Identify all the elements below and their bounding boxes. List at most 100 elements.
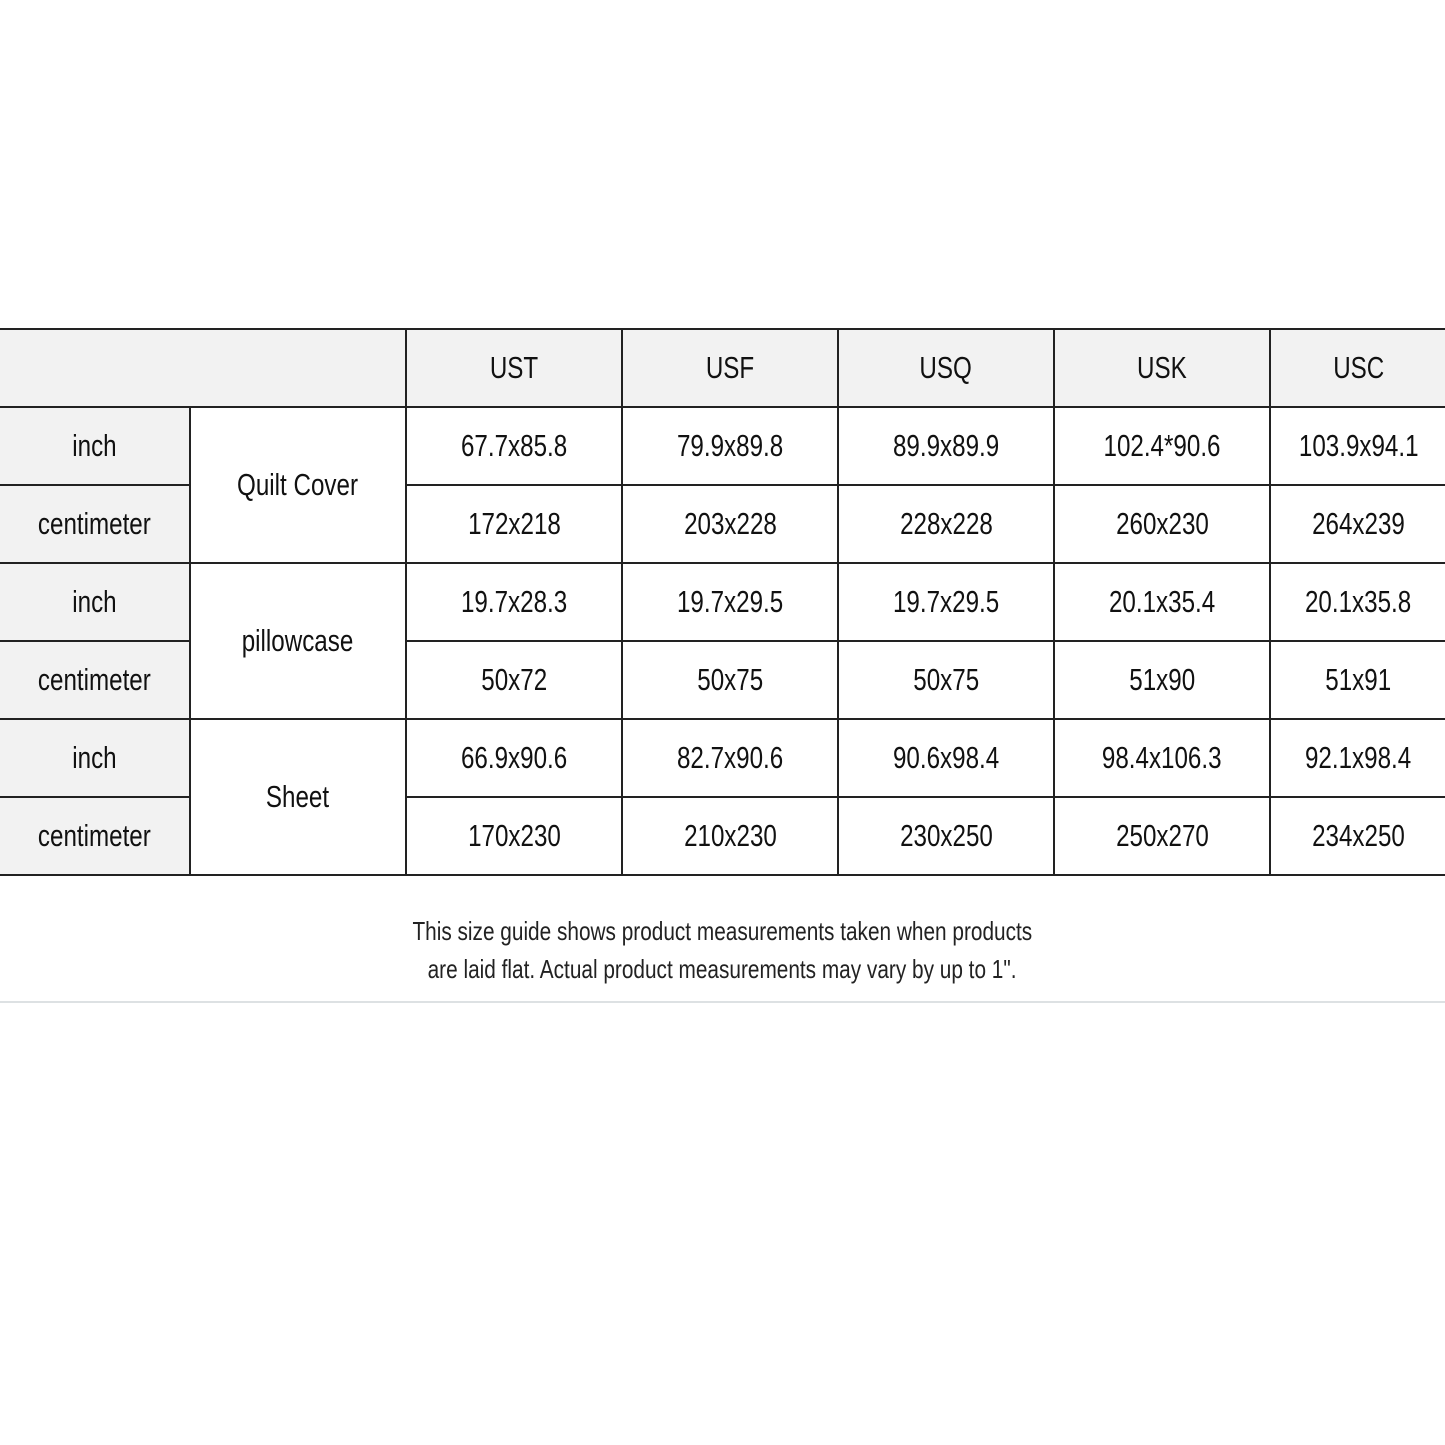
size-value-cell: 170x230	[405, 796, 623, 876]
size-value-cell-text: 20.1x35.4	[1108, 584, 1216, 619]
size-value-cell: 20.1x35.8	[1269, 562, 1445, 642]
size-value-cell: 50x72	[405, 640, 623, 720]
size-value-cell-text: 51x90	[1129, 662, 1195, 697]
size-value-cell-text: 50x72	[481, 662, 547, 697]
size-value-cell-text: 82.7x90.6	[676, 740, 784, 775]
size-value-cell-text: 50x75	[697, 662, 763, 697]
size-value-cell-text: 234x250	[1312, 818, 1405, 853]
size-value-cell: 82.7x90.6	[621, 718, 839, 798]
size-value-cell-text: 228x228	[899, 506, 993, 541]
unit-cell: centimeter	[0, 640, 191, 720]
column-header-ust: UST	[405, 328, 623, 408]
size-value-cell-text: 90.6x98.4	[892, 740, 1000, 775]
size-guide-note: This size guide shows product measuremen…	[0, 912, 1445, 988]
size-value-cell-text: 19.7x28.3	[460, 584, 568, 619]
size-value-cell-text: 170x230	[467, 818, 561, 853]
unit-cell-text: inch	[72, 584, 117, 619]
size-value-cell-text: 79.9x89.8	[676, 428, 784, 463]
size-value-cell: 102.4*90.6	[1053, 406, 1271, 486]
size-value-cell: 66.9x90.6	[405, 718, 623, 798]
size-value-cell: 98.4x106.3	[1053, 718, 1271, 798]
size-value-cell-text: 203x228	[683, 506, 777, 541]
size-value-cell-text: 98.4x106.3	[1102, 740, 1222, 775]
size-value-cell-text: 250x270	[1115, 818, 1209, 853]
unit-cell-text: centimeter	[38, 506, 151, 541]
unit-cell: centimeter	[0, 796, 191, 876]
size-value-cell-text: 102.4*90.6	[1103, 428, 1221, 463]
size-value-cell-text: 51x91	[1325, 662, 1392, 697]
column-header-usc-text: USC	[1332, 350, 1385, 385]
size-value-cell: 50x75	[621, 640, 839, 720]
size-value-cell: 260x230	[1053, 484, 1271, 564]
size-value-cell: 89.9x89.9	[837, 406, 1055, 486]
unit-cell-text: centimeter	[38, 818, 151, 853]
size-value-cell: 230x250	[837, 796, 1055, 876]
product-cell: Sheet	[189, 718, 407, 876]
size-value-cell: 50x75	[837, 640, 1055, 720]
header-corner-cell	[0, 328, 407, 408]
table-row: centimeter 50x72 50x75 50x75 51x90 51x91	[0, 640, 1445, 720]
size-value-cell-text: 19.7x29.5	[892, 584, 1000, 619]
size-value-cell-text: 67.7x85.8	[460, 428, 568, 463]
column-header-usk: USK	[1053, 328, 1271, 408]
column-header-usc: USC	[1269, 328, 1445, 408]
size-value-cell-text: 210x230	[683, 818, 777, 853]
size-value-cell-text: 92.1x98.4	[1305, 740, 1412, 775]
table-row: inch Quilt Cover 67.7x85.8 79.9x89.8 89.9x89…	[0, 406, 1445, 564]
divider	[0, 1001, 1445, 1003]
product-cell-text: pillowcase	[242, 623, 354, 658]
unit-cell-text: inch	[72, 740, 117, 775]
column-header-usk-text: USK	[1137, 350, 1187, 385]
product-cell: Quilt Cover	[189, 406, 407, 564]
size-value-cell-text: 264x239	[1312, 506, 1405, 541]
size-chart-table: UST USF USQ USK USC inch Quilt Cover 67.7x85.8 7…	[0, 328, 1445, 876]
size-value-cell: 51x90	[1053, 640, 1271, 720]
size-value-cell-text: 50x75	[913, 662, 979, 697]
size-value-cell: 51x91	[1269, 640, 1445, 720]
size-value-cell: 19.7x28.3	[405, 562, 623, 642]
column-header-usq: USQ	[837, 328, 1055, 408]
size-value-cell: 210x230	[621, 796, 839, 876]
size-value-cell: 203x228	[621, 484, 839, 564]
size-value-cell-text: 66.9x90.6	[460, 740, 568, 775]
table-row: centimeter 170x230 210x230 230x250 250x270 23…	[0, 796, 1445, 876]
size-value-cell: 92.1x98.4	[1269, 718, 1445, 798]
product-cell-text: Quilt Cover	[237, 467, 359, 502]
size-value-cell-text: 260x230	[1115, 506, 1209, 541]
table-row: inch pillowcase 19.7x28.3 19.7x29.5 19.7x29.…	[0, 562, 1445, 720]
size-value-cell: 19.7x29.5	[621, 562, 839, 642]
size-value-cell: 228x228	[837, 484, 1055, 564]
header-row: UST USF USQ USK USC	[0, 328, 1445, 408]
size-value-cell: 79.9x89.8	[621, 406, 839, 486]
unit-cell-text: inch	[72, 428, 117, 463]
size-value-cell: 172x218	[405, 484, 623, 564]
size-value-cell: 103.9x94.1	[1269, 406, 1445, 486]
note-line-1: This size guide shows product measuremen…	[412, 916, 1033, 946]
size-value-cell-text: 20.1x35.8	[1305, 584, 1412, 619]
column-header-usq-text: USQ	[919, 350, 973, 385]
unit-cell: centimeter	[0, 484, 191, 564]
size-value-cell: 90.6x98.4	[837, 718, 1055, 798]
size-value-cell: 67.7x85.8	[405, 406, 623, 486]
column-header-ust-text: UST	[489, 350, 539, 385]
table-row: centimeter 172x218 203x228 228x228 260x230 26…	[0, 484, 1445, 564]
product-cell-text: Sheet	[266, 779, 330, 814]
table-row: inch Sheet 66.9x90.6 82.7x90.6 90.6x98.4 98.4…	[0, 718, 1445, 876]
size-value-cell: 20.1x35.4	[1053, 562, 1271, 642]
size-value-cell: 234x250	[1269, 796, 1445, 876]
size-value-cell-text: 103.9x94.1	[1298, 428, 1419, 463]
unit-cell-text: centimeter	[38, 662, 151, 697]
size-value-cell-text: 230x250	[899, 818, 993, 853]
size-value-cell-text: 172x218	[467, 506, 561, 541]
size-value-cell: 250x270	[1053, 796, 1271, 876]
size-value-cell-text: 19.7x29.5	[676, 584, 784, 619]
note-line-2: are laid flat. Actual product measuremen…	[428, 954, 1017, 984]
size-value-cell: 19.7x29.5	[837, 562, 1055, 642]
size-value-cell: 264x239	[1269, 484, 1445, 564]
size-value-cell-text: 89.9x89.9	[892, 428, 1000, 463]
unit-cell: inch	[0, 406, 191, 486]
column-header-usf: USF	[621, 328, 839, 408]
unit-cell: inch	[0, 718, 191, 798]
product-cell: pillowcase	[189, 562, 407, 720]
column-header-usf-text: USF	[705, 350, 755, 385]
